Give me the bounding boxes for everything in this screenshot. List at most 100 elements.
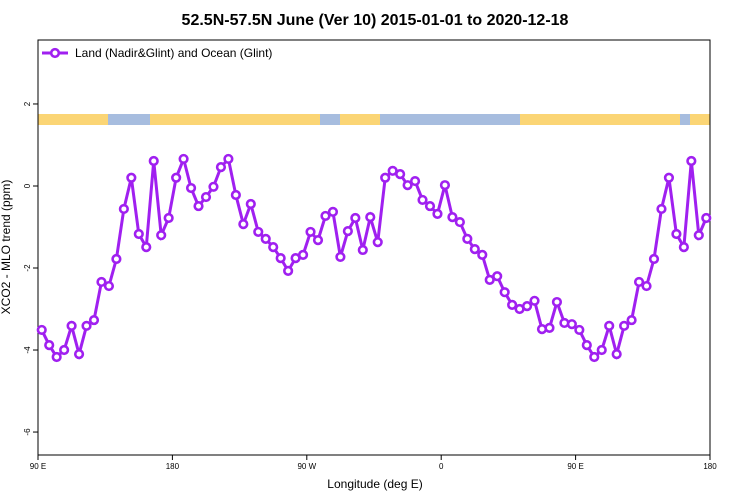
point — [335, 251, 346, 263]
point — [312, 235, 324, 246]
point — [230, 189, 241, 201]
point — [44, 339, 55, 351]
point — [701, 212, 712, 224]
point — [417, 194, 428, 206]
point — [439, 180, 451, 191]
point — [133, 228, 144, 240]
point — [499, 287, 510, 298]
point — [432, 208, 443, 219]
point — [544, 322, 555, 333]
x-tick-label: 180 — [703, 462, 717, 471]
x-tick-label: 0 — [439, 462, 444, 471]
point — [81, 320, 92, 331]
point — [462, 233, 473, 244]
point — [596, 344, 607, 356]
point — [693, 230, 704, 241]
point — [521, 301, 533, 312]
point — [320, 210, 331, 222]
point — [395, 168, 406, 180]
point — [380, 172, 391, 183]
point — [163, 212, 174, 224]
map-strip — [38, 114, 710, 125]
point — [656, 203, 667, 215]
point — [268, 241, 279, 253]
point — [305, 226, 316, 238]
point — [111, 253, 122, 265]
point — [36, 324, 47, 336]
x-tick-label: 90 E — [30, 462, 46, 471]
point — [671, 228, 682, 240]
point — [215, 162, 227, 173]
point — [454, 216, 465, 228]
point — [342, 225, 353, 237]
point — [297, 249, 309, 260]
point — [619, 320, 630, 331]
point — [51, 351, 62, 363]
point — [581, 339, 592, 351]
point — [200, 191, 212, 203]
point — [402, 180, 413, 191]
point — [253, 226, 264, 238]
point — [275, 253, 286, 264]
point — [327, 206, 339, 217]
point — [283, 265, 294, 276]
x-axis-label: Longitude (deg E) — [327, 477, 422, 491]
point — [529, 295, 540, 306]
point — [141, 241, 152, 253]
point — [372, 237, 383, 248]
point — [238, 219, 249, 230]
y-tick-label: -6 — [23, 428, 32, 436]
point — [260, 233, 271, 244]
point — [424, 200, 436, 212]
point — [178, 153, 189, 165]
point — [350, 212, 361, 224]
point — [156, 230, 167, 241]
y-axis-label: XCO2 - MLO trend (ppm) — [0, 180, 13, 315]
point — [103, 280, 115, 292]
point — [626, 314, 637, 326]
legend-marker — [49, 47, 61, 59]
point — [477, 249, 488, 260]
point — [566, 319, 577, 330]
point — [126, 172, 137, 183]
point — [507, 299, 518, 311]
point — [96, 276, 107, 288]
point — [365, 212, 376, 223]
point — [357, 244, 368, 256]
x-tick-label: 180 — [166, 462, 180, 471]
point — [73, 349, 85, 360]
point — [611, 349, 622, 360]
point — [589, 351, 600, 363]
point — [208, 181, 219, 192]
point — [648, 253, 660, 265]
point — [118, 203, 129, 215]
point — [66, 320, 77, 331]
point — [223, 153, 234, 165]
point — [604, 320, 615, 331]
x-tick-label: 90 E — [567, 462, 583, 471]
point — [633, 276, 645, 288]
point — [193, 200, 204, 212]
point — [245, 198, 256, 210]
plot-frame — [37, 39, 711, 456]
point — [678, 241, 689, 253]
x-tick-label: 90 W — [297, 462, 316, 471]
point — [88, 314, 100, 326]
point — [663, 172, 675, 183]
point — [409, 175, 421, 187]
y-tick-label: 2 — [23, 101, 32, 106]
y-tick-label: -4 — [23, 346, 32, 354]
point — [148, 155, 159, 167]
point — [59, 344, 70, 356]
point — [447, 212, 458, 223]
point — [171, 172, 182, 183]
point — [492, 271, 503, 282]
legend-label: Land (Nadir&Glint) and Ocean (Glint) — [75, 46, 272, 60]
y-tick-label: -2 — [23, 264, 32, 272]
point — [185, 182, 197, 194]
point — [484, 274, 495, 285]
point — [469, 244, 480, 255]
chart-title: 52.5N-57.5N June (Ver 10) 2015-01-01 to … — [182, 12, 569, 29]
point — [574, 324, 585, 336]
point — [641, 280, 652, 292]
